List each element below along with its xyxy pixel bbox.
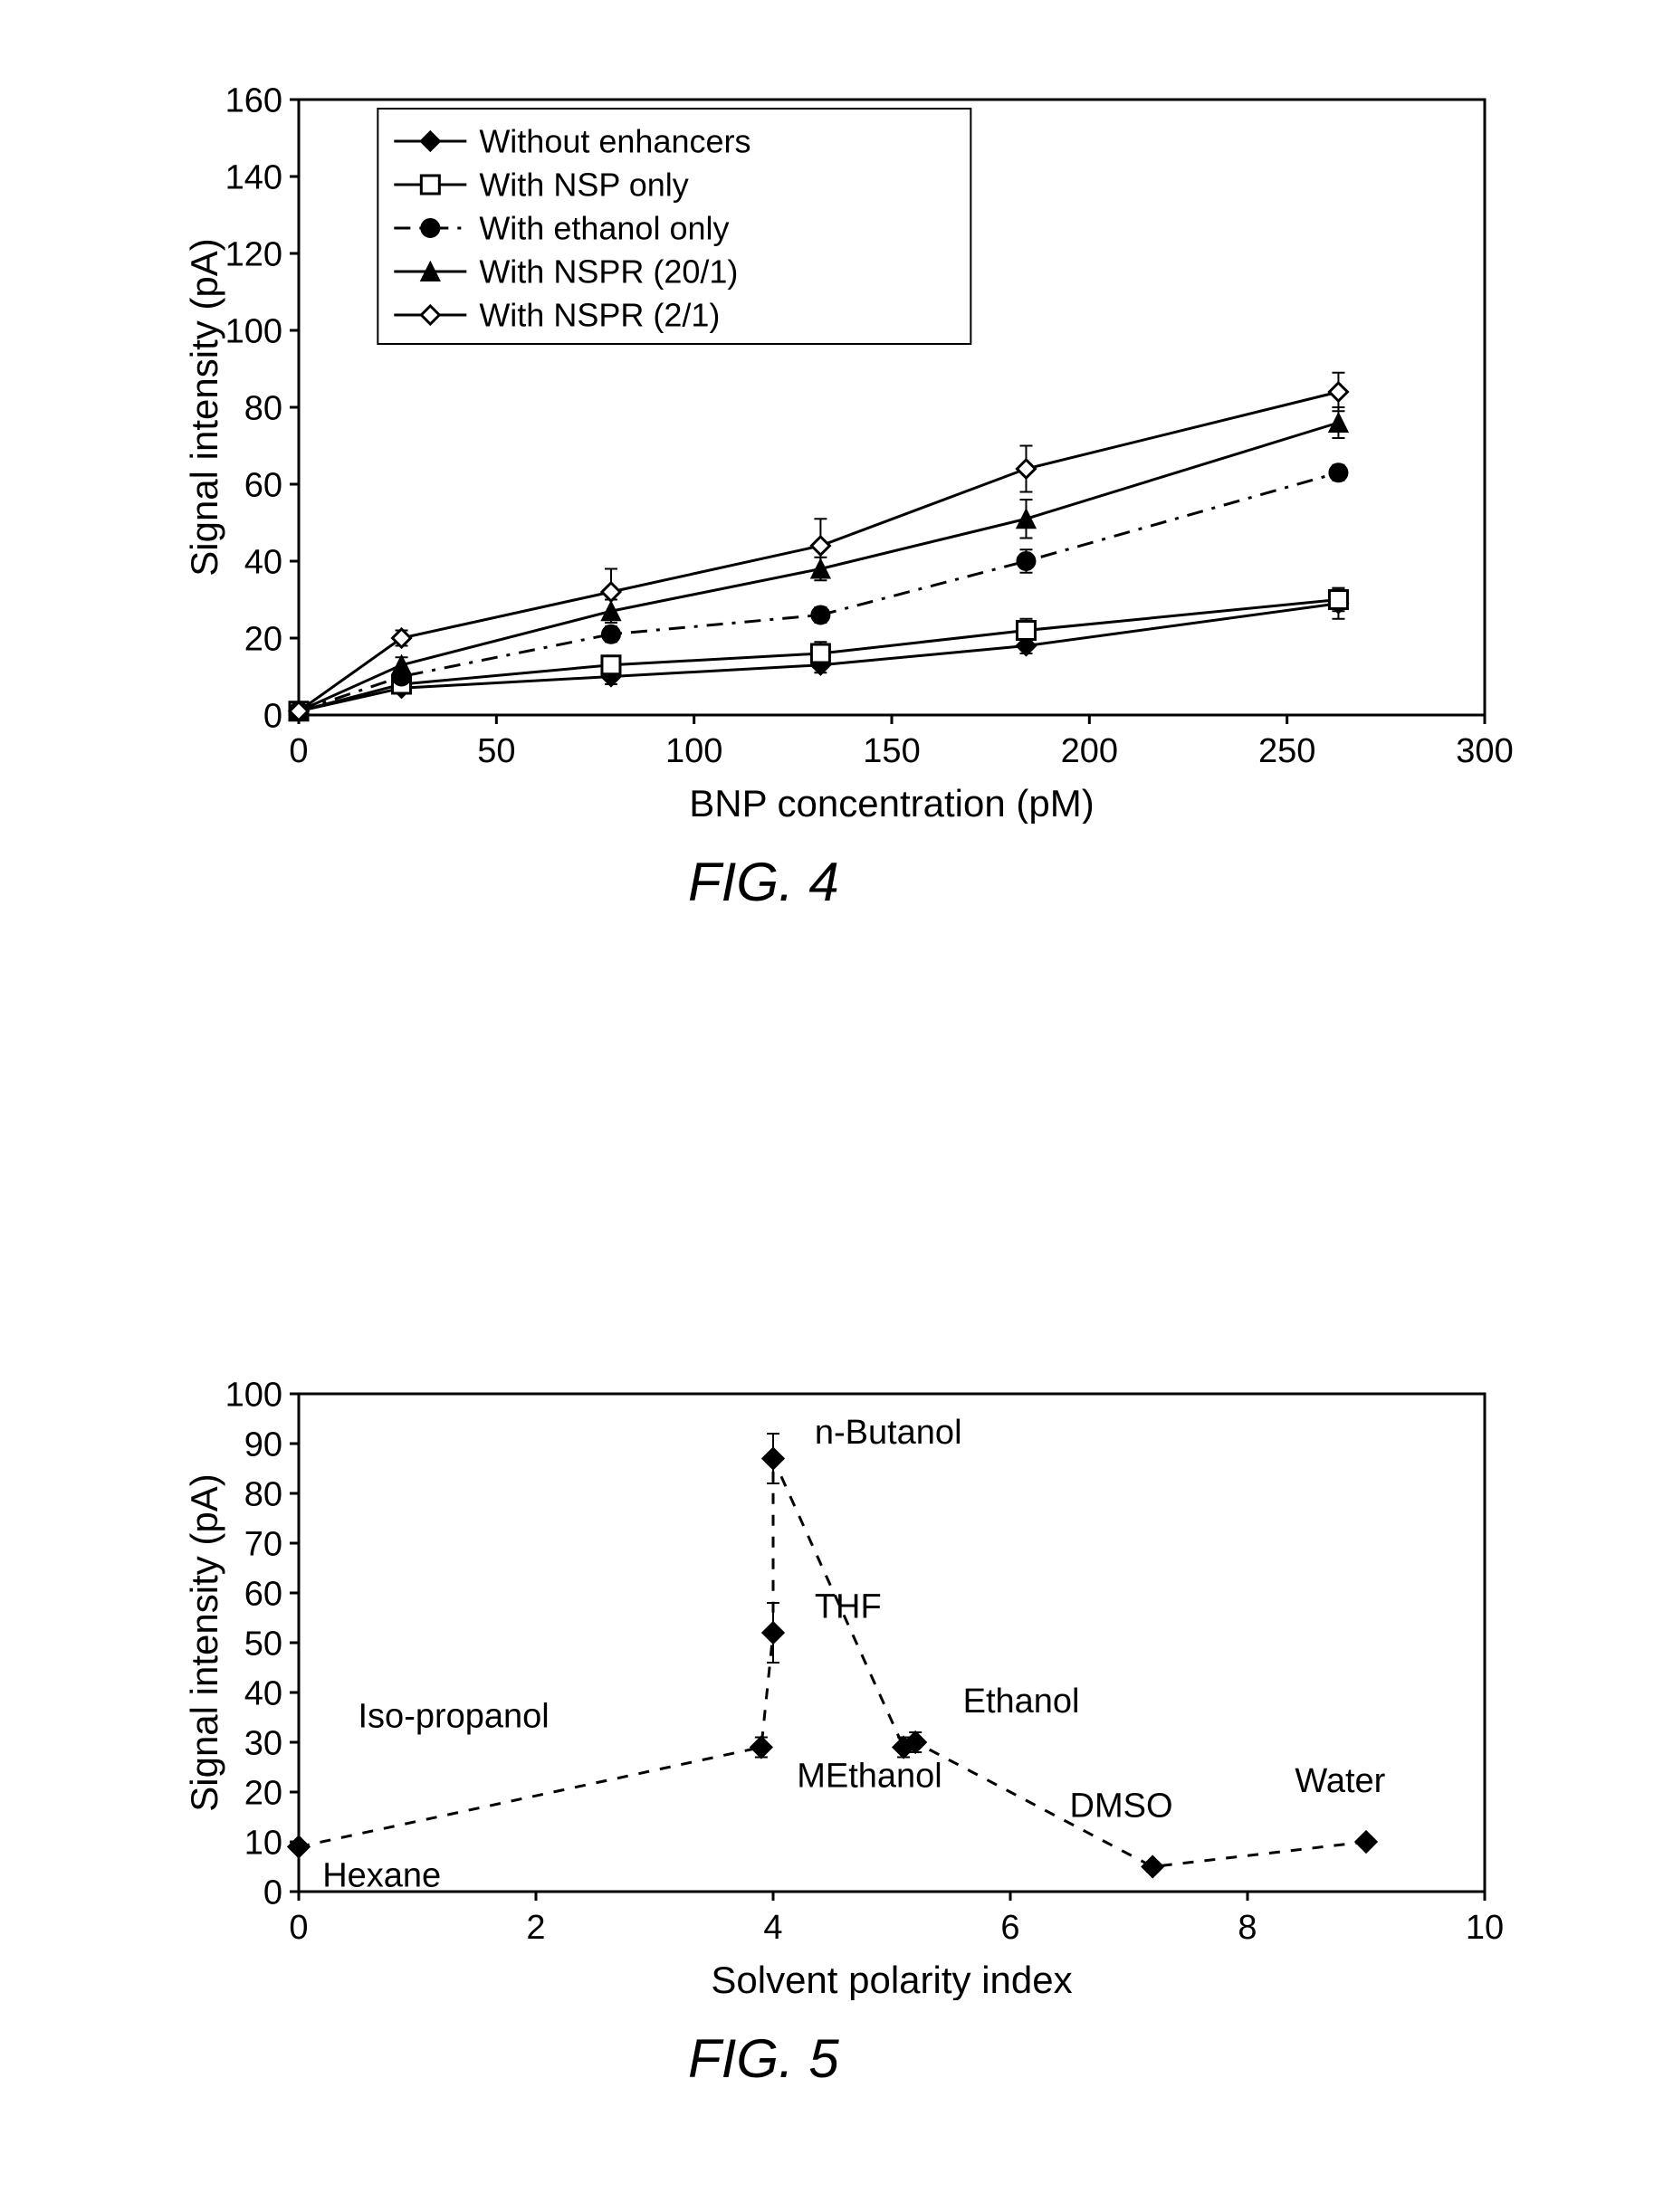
legend: Without enhancers With NSP only With ethan…	[378, 109, 970, 344]
x-tick-label: 10	[1466, 1909, 1504, 1947]
x-tick-label: 2	[526, 1909, 545, 1947]
fig5-svg: 02468100102030405060708090100Solvent pol…	[163, 1376, 1521, 2000]
y-tick-label: 70	[244, 1525, 282, 1563]
y-tick-label: 40	[244, 1674, 282, 1712]
fig5-caption: FIG. 5	[688, 2027, 839, 2090]
data-point	[1329, 591, 1347, 609]
legend-label: With NSP only	[479, 167, 688, 204]
y-tick-label: 60	[244, 1575, 282, 1613]
point-label: Ethanol	[963, 1683, 1080, 1721]
y-tick-label: 160	[225, 81, 282, 119]
data-point	[1329, 463, 1347, 481]
x-tick-label: 50	[477, 732, 515, 770]
page: 050100150200250300020406080100120140160B…	[0, 0, 1673, 2212]
point-label: Hexane	[322, 1857, 441, 1895]
y-tick-label: 100	[225, 1376, 282, 1414]
legend-marker	[421, 176, 439, 194]
x-tick-label: 0	[289, 732, 308, 770]
x-tick-label: 300	[1456, 732, 1513, 770]
legend-label: With ethanol only	[479, 210, 729, 247]
x-tick-label: 0	[289, 1909, 308, 1947]
legend-label: With NSPR (20/1)	[479, 253, 738, 291]
y-tick-label: 30	[244, 1724, 282, 1762]
data-point	[602, 625, 620, 644]
y-tick-label: 20	[244, 1774, 282, 1812]
fig5-bg	[163, 1376, 1521, 2000]
legend-marker	[421, 219, 439, 237]
y-axis-label: Signal intensity (pA)	[183, 238, 225, 577]
y-tick-label: 80	[244, 1475, 282, 1513]
x-tick-label: 6	[1000, 1909, 1019, 1947]
point-label: THF	[815, 1588, 882, 1626]
y-tick-label: 10	[244, 1824, 282, 1862]
x-tick-label: 100	[665, 732, 722, 770]
x-tick-label: 200	[1061, 732, 1118, 770]
y-tick-label: 60	[244, 466, 282, 504]
x-axis-label: Solvent polarity index	[711, 1959, 1072, 2000]
data-point	[811, 606, 829, 625]
data-point	[1017, 552, 1035, 570]
y-tick-label: 80	[244, 389, 282, 427]
y-tick-label: 140	[225, 158, 282, 196]
y-tick-label: 0	[263, 1874, 282, 1912]
point-label: DMSO	[1070, 1788, 1173, 1826]
point-label: MEthanol	[797, 1758, 942, 1796]
fig5-container: 02468100102030405060708090100Solvent pol…	[163, 1376, 1521, 2000]
y-tick-label: 20	[244, 620, 282, 658]
point-label: n-Butanol	[815, 1414, 962, 1452]
x-tick-label: 250	[1258, 732, 1315, 770]
legend-label: Without enhancers	[479, 123, 750, 160]
legend-label: With NSPR (2/1)	[479, 297, 720, 334]
fig4-svg: 0 50 100 150 200 250 300 0 20 40 60 80 100 120 140 160 B…	[163, 81, 1521, 824]
fig4-container: 0 50 100 150 200 250 300 0 20 40 60 80 100 120 140 160 B…	[163, 81, 1521, 824]
y-tick-label: 40	[244, 543, 282, 581]
y-tick-label: 50	[244, 1625, 282, 1663]
data-point	[602, 656, 620, 674]
x-tick-label: 150	[863, 732, 920, 770]
point-label: Water	[1295, 1762, 1385, 1800]
x-tick-label: 8	[1238, 1909, 1257, 1947]
point-label: Iso-propanol	[358, 1698, 550, 1736]
y-axis-label: Signal intensity (pA)	[183, 1473, 225, 1812]
y-tick-label: 100	[225, 312, 282, 350]
data-point	[811, 644, 829, 663]
fig4-caption: FIG. 4	[688, 851, 839, 913]
data-point	[1017, 622, 1035, 640]
y-tick-label: 120	[225, 235, 282, 273]
y-tick-label: 0	[263, 697, 282, 735]
x-axis-label: BNP concentration (pM)	[689, 782, 1094, 824]
y-tick-label: 90	[244, 1425, 282, 1464]
x-tick-label: 4	[763, 1909, 782, 1947]
